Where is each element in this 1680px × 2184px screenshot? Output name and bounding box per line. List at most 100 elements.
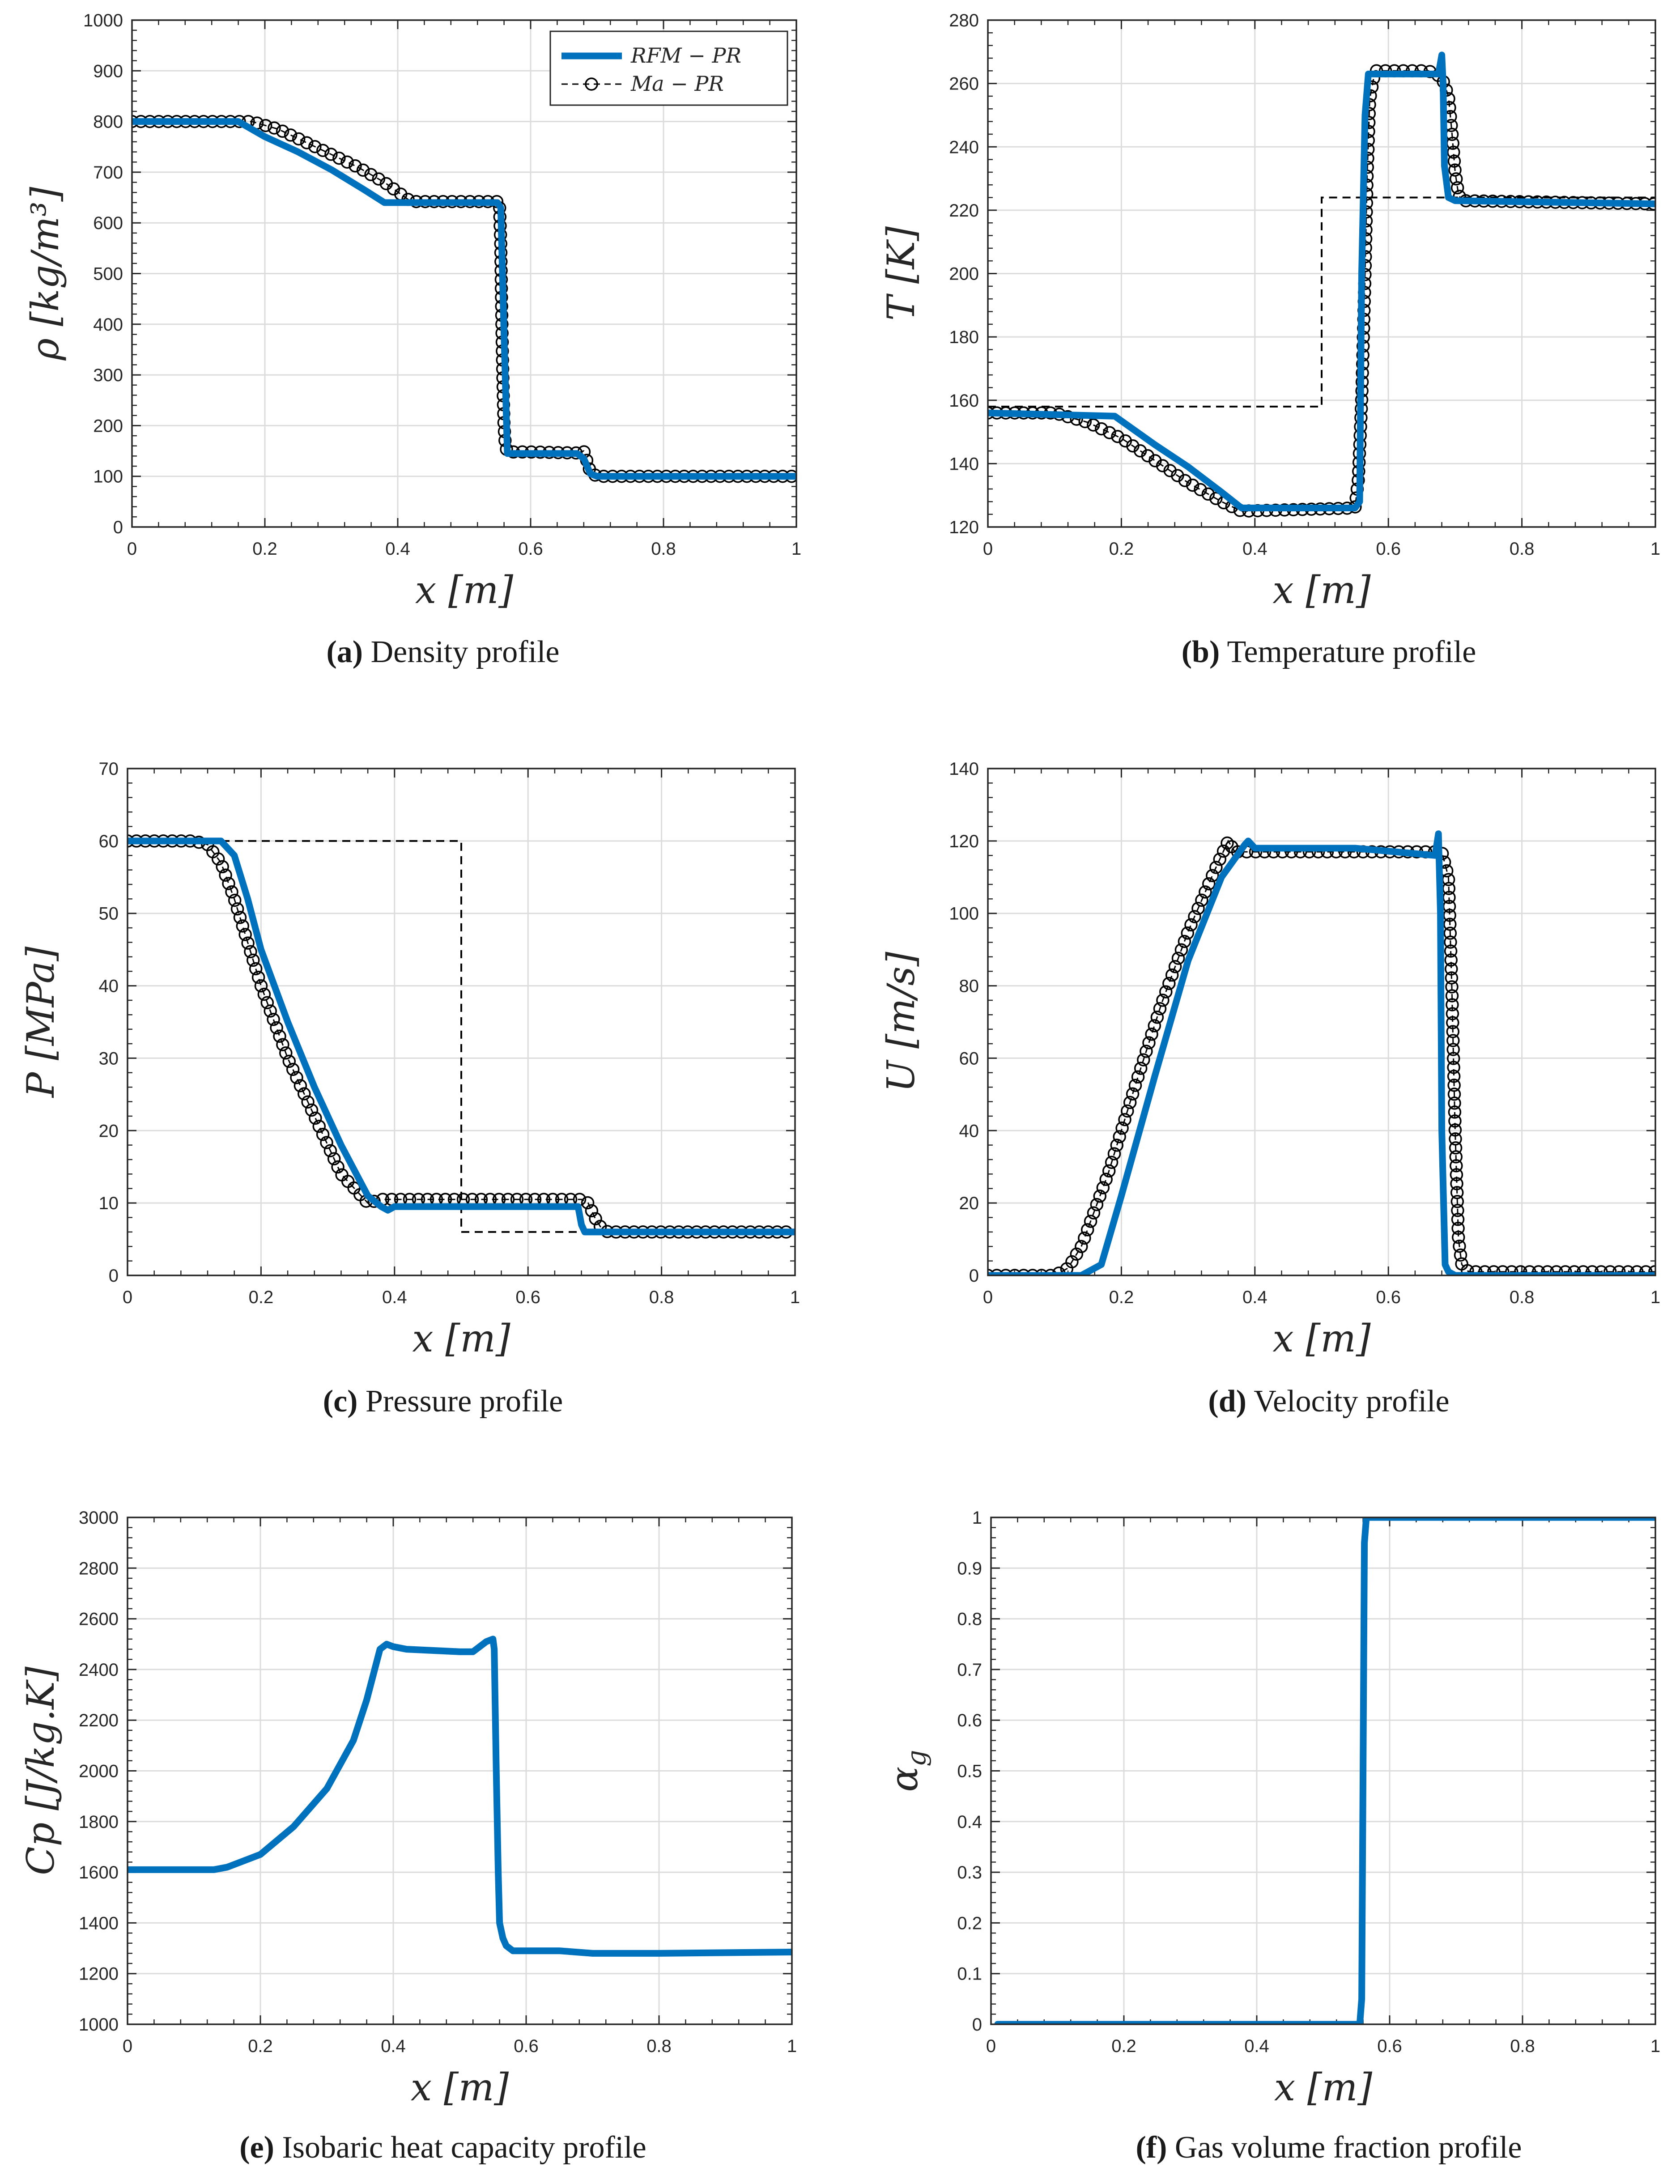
x-tick-label: 0.4 — [1244, 2036, 1269, 2056]
x-tick-label: 0.8 — [1510, 539, 1535, 559]
ma-pr-marker — [1595, 1265, 1608, 1275]
ma-pr-marker — [1150, 1011, 1164, 1024]
ma-pr-marker — [356, 163, 370, 177]
x-ticks: 0 0.2 0.4 0.6 0.8 1 — [127, 20, 801, 559]
ma-pr-marker — [1202, 877, 1216, 891]
caption-letter: (e) — [239, 2130, 274, 2165]
y-tick-label: 1800 — [79, 1812, 119, 1832]
y-tick-label: 400 — [93, 315, 123, 335]
ma-pr-marker — [301, 1095, 315, 1109]
ma-pr-marker — [1142, 1036, 1156, 1050]
ma-pr-marker — [1128, 1079, 1142, 1092]
axes-frame — [987, 19, 1656, 528]
y-tick-label: 60 — [959, 1049, 979, 1068]
x-axis-label-text: x [m] — [411, 2065, 509, 2109]
ma-pr-marker — [1035, 1269, 1048, 1275]
ma-pr-marker — [1213, 853, 1227, 866]
series-group — [132, 115, 796, 483]
ma-pr-marker — [1448, 1105, 1462, 1119]
ma-pr-marker — [1461, 1264, 1474, 1275]
x-axis-label: x [m] — [1272, 568, 1370, 612]
ma-pr-marker — [1110, 1139, 1124, 1152]
ma-pr-marker — [1131, 1070, 1145, 1084]
series-group — [994, 1517, 1655, 2024]
legend-box — [549, 30, 788, 106]
ma-pr-marker — [1084, 1215, 1097, 1228]
ma-pr-marker — [1148, 1019, 1161, 1033]
ma-pr-marker — [1095, 422, 1108, 436]
y-tick-label: 0 — [109, 1266, 119, 1286]
ma-pr-marker — [1449, 1132, 1462, 1146]
y-axis-label: Cp [J/kg.K] — [19, 1666, 63, 1875]
ma-pr-marker — [1174, 943, 1188, 957]
ma-pr-marker — [1188, 910, 1201, 923]
ma-pr-marker — [259, 119, 272, 132]
y-tick-label: 900 — [93, 61, 123, 81]
y-tick-label: 0.8 — [957, 1610, 982, 1629]
ma-pr-marker — [1140, 1045, 1153, 1058]
y-axis-label: αg — [882, 1750, 931, 1792]
ma-pr-marker — [1448, 1114, 1462, 1128]
ma-pr-marker — [254, 979, 268, 993]
ma-pr-marker — [282, 1054, 296, 1068]
ma-pr-marker — [999, 1269, 1012, 1275]
ma-pr-marker — [340, 155, 354, 169]
y-tick-label: 2400 — [79, 1660, 119, 1680]
panel-b: 0 0.2 0.4 0.6 0.8 1 120 140 160 180 200 220 240 260 28… — [879, 11, 1660, 669]
ma-pr-marker — [1541, 1265, 1554, 1275]
ma-pr-marker — [222, 877, 235, 890]
ma-pr-marker — [1451, 1213, 1465, 1226]
y-ticks: 0 0.1 0.2 0.3 0.4 0.5 0.6 0.7 0.8 0.9 1 — [957, 1508, 1655, 2035]
y-axis-label: U [m/s] — [879, 952, 923, 1092]
y-tick-label: 120 — [949, 518, 979, 537]
plot-area — [988, 769, 1655, 1275]
x-tick-label: 0.4 — [382, 1287, 407, 1307]
ma-pr-marker — [1195, 893, 1208, 907]
y-tick-label: 700 — [93, 163, 123, 183]
minor-ticks — [128, 1517, 792, 2024]
ma-pr-marker — [1168, 960, 1182, 973]
initial-condition-line — [988, 196, 1655, 408]
ma-pr-marker — [1451, 1222, 1465, 1235]
legend: RFM − PR Ma − PR — [549, 30, 788, 106]
panel-caption: (f) Gas volume fraction profile — [1136, 2130, 1522, 2165]
ma-pr-marker — [1137, 1053, 1150, 1067]
y-axis-label-text: ρ [kg/m³] — [23, 187, 67, 361]
ma-pr-marker — [1087, 1206, 1101, 1220]
ma-pr-marker — [585, 1204, 599, 1218]
ma-pr-marker — [990, 1269, 1004, 1275]
ma-pr-marker — [1078, 1231, 1091, 1245]
axes-frame — [987, 768, 1656, 1276]
y-axis-label-text: T [K] — [879, 226, 923, 321]
ma-pr-marker — [1445, 980, 1459, 994]
x-axis-label: x [m] — [412, 1317, 510, 1360]
ma-pr-marker — [238, 928, 252, 941]
ma-pr-marker — [1134, 1062, 1148, 1075]
panel-d: 0 0.2 0.4 0.6 0.8 1 0 20 40 60 80 100 120 140 x [m] U [… — [879, 759, 1660, 1419]
ma-pr-marker — [332, 151, 346, 165]
y-tick-label: 1600 — [79, 1863, 119, 1882]
ma-pr-marker — [1044, 1269, 1057, 1275]
ma-pr-marker — [1199, 885, 1212, 899]
ma-pr-marker — [264, 1004, 277, 1018]
y-tick-label: 100 — [949, 904, 979, 924]
ma-pr-marker — [1639, 1265, 1653, 1275]
ma-pr-marker — [1090, 1198, 1104, 1211]
ma-pr-marker — [276, 124, 289, 138]
ma-pr-marker — [1145, 1028, 1158, 1041]
y-tick-label: 80 — [959, 977, 979, 996]
ma-pr-marker — [1450, 1195, 1464, 1208]
x-axis-label: x [m] — [1274, 2065, 1372, 2109]
ma-pr-marker — [230, 902, 244, 916]
y-tick-label: 500 — [93, 264, 123, 284]
ma-pr-marker — [1087, 418, 1100, 432]
ma-pr-marker — [300, 136, 314, 149]
ma-pr-marker — [249, 962, 263, 976]
y-tick-label: 120 — [949, 832, 979, 851]
ma-pr-marker — [1171, 952, 1185, 965]
rfm-pr-line — [128, 837, 795, 1236]
minor-ticks — [132, 20, 796, 527]
y-tick-label: 140 — [949, 454, 979, 474]
ma-pr-marker — [1451, 1231, 1465, 1244]
x-tick-label: 0.4 — [1242, 1287, 1267, 1307]
